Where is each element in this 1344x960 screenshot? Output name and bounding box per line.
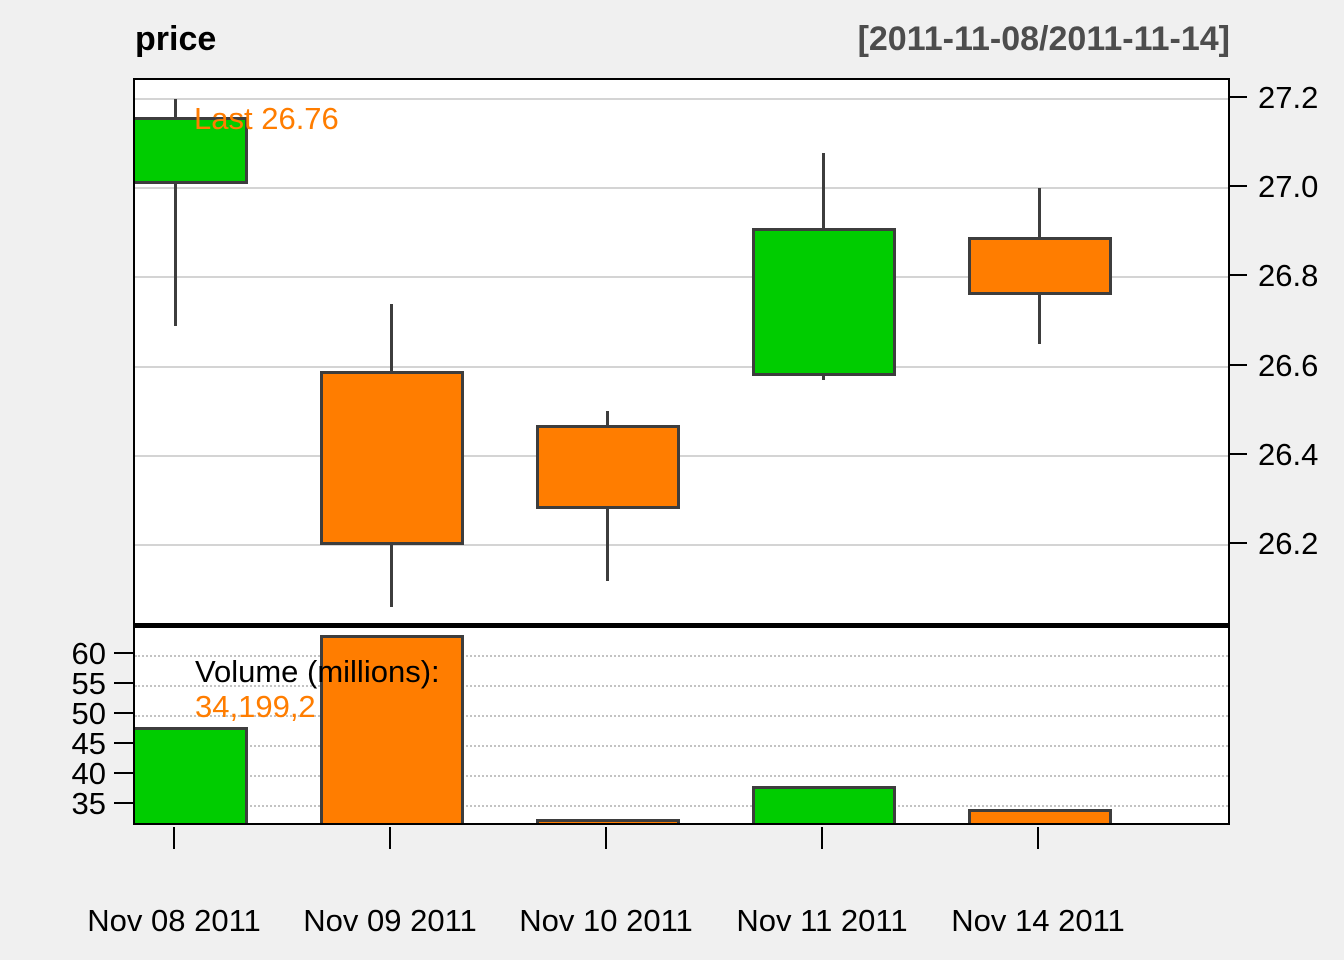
date-range-label: [2011-11-08/2011-11-14] (857, 20, 1230, 58)
x-axis-date-label: Nov 08 2011 (87, 903, 261, 938)
volume-axis-label: 45 (71, 726, 106, 761)
price-axis-label: 26.8 (1258, 258, 1319, 294)
candle-body-down (320, 371, 464, 545)
volume-axis-tick (114, 712, 133, 714)
volume-gridline (135, 655, 1228, 657)
volume-bar-down (320, 634, 464, 823)
candle-body-up (752, 228, 896, 376)
price-axis-tick (1228, 363, 1247, 366)
candle-body-down (536, 424, 680, 510)
price-axis-tick (1228, 96, 1247, 98)
x-axis-tick (1037, 827, 1039, 849)
price-axis-label: 26.2 (1258, 526, 1319, 561)
volume-value-annotation: 34,199,2 (195, 689, 316, 724)
price-axis-label: 27.2 (1258, 80, 1319, 115)
last-price-annotation: Last 26.76 (194, 101, 339, 136)
volume-axis-label: 40 (71, 756, 106, 791)
volume-axis-label: 35 (71, 786, 106, 821)
candle-body-down (968, 237, 1112, 296)
price-axis-tick (1228, 274, 1247, 277)
x-axis-date-label: Nov 09 2011 (303, 903, 477, 938)
volume-gridline (135, 775, 1228, 777)
price-gridline (135, 98, 1228, 100)
candle-wick (174, 99, 177, 327)
chart-title: price (135, 20, 217, 58)
volume-axis-tick (114, 682, 133, 684)
volume-axis-label: 60 (71, 636, 106, 671)
x-axis-tick (821, 827, 823, 849)
volume-gridline (135, 685, 1228, 687)
price-axis-label: 27.0 (1258, 169, 1319, 205)
x-axis-date-label: Nov 11 2011 (736, 903, 908, 938)
price-gridline (135, 187, 1228, 190)
candle-body-up (135, 116, 248, 184)
x-axis-date-label: Nov 14 2011 (951, 903, 1125, 938)
price-gridline (135, 454, 1228, 457)
volume-axis-tick (114, 652, 133, 654)
volume-axis-label: 50 (71, 696, 106, 731)
price-axis-label: 26.6 (1258, 347, 1319, 383)
volume-axis-tick (114, 802, 133, 804)
volume-gridline (135, 745, 1228, 747)
x-axis-tick (173, 827, 175, 849)
price-gridline (135, 544, 1228, 546)
volume-panel: 34,199,2 Volume (millions): (133, 625, 1230, 825)
volume-axis-label: 55 (71, 666, 106, 701)
volume-bar-up (752, 786, 896, 823)
volume-bar-up (135, 726, 248, 823)
price-panel: Last 26.76 (133, 78, 1230, 625)
x-axis-tick (389, 827, 391, 849)
price-gridline (135, 276, 1228, 279)
volume-gridline (135, 805, 1228, 807)
price-axis-tick (1228, 542, 1247, 544)
volume-axis-tick (114, 742, 133, 744)
volume-bar-down (536, 819, 680, 823)
volume-bar-down (968, 808, 1112, 823)
volume-gridline (135, 715, 1228, 717)
price-axis-tick (1228, 185, 1247, 188)
x-axis-tick (605, 827, 607, 849)
price-axis-tick (1228, 452, 1247, 455)
x-axis-date-label: Nov 10 2011 (519, 903, 693, 938)
volume-axis-tick (114, 772, 133, 774)
volume-label-annotation: Volume (millions): (195, 654, 440, 689)
price-gridline (135, 365, 1228, 368)
price-axis-label: 26.4 (1258, 436, 1319, 472)
